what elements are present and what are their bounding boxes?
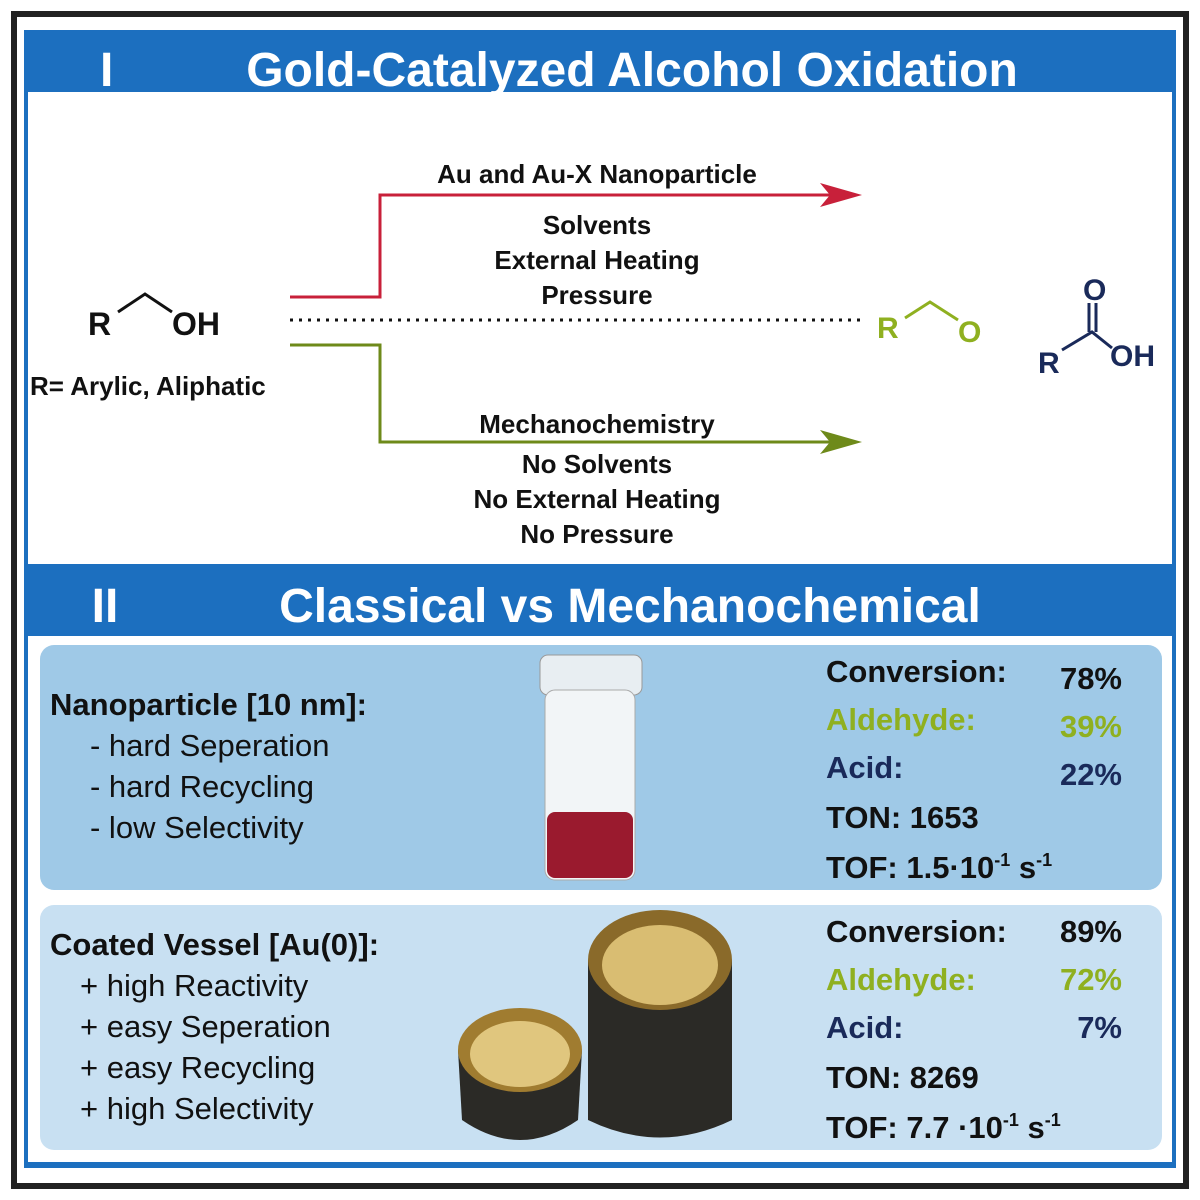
result-value: 89% xyxy=(1060,914,1122,949)
tof: TOF: 1.5·10-1 s-1 xyxy=(826,850,1052,885)
panel-heading: Coated Vessel [Au(0)]: xyxy=(50,927,379,962)
arrow-head xyxy=(820,183,862,207)
method: Mechanochemistry xyxy=(479,409,715,439)
bond xyxy=(1061,330,1113,352)
vessel-body xyxy=(588,960,732,1138)
ton: TON: 8269 xyxy=(826,1060,979,1095)
classical-arrow xyxy=(290,193,835,299)
section-numeral: II xyxy=(92,580,119,633)
point: + easy Recycling xyxy=(80,1050,315,1085)
condition: No Solvents xyxy=(522,449,672,479)
tof-part: TOF: 1.5·10 xyxy=(826,850,994,885)
result-label: Aldehyde: xyxy=(826,702,976,737)
section-title: Gold-Catalyzed Alcohol Oxidation xyxy=(246,44,1018,97)
result-label: Aldehyde: xyxy=(826,962,976,997)
tof-part: -1 xyxy=(994,850,1010,870)
reactant: R OH R= Arylic, Aliphatic xyxy=(30,292,266,401)
result-value: 78% xyxy=(1060,661,1122,696)
point: - hard Recycling xyxy=(90,769,314,804)
vial-image xyxy=(539,654,643,881)
result-label: Acid: xyxy=(826,1010,904,1045)
bond xyxy=(904,300,959,322)
tof: TOF: 7.7 ·10-1 s-1 xyxy=(826,1110,1061,1145)
o-atom: O xyxy=(1083,274,1106,307)
tof-part: -1 xyxy=(1036,850,1052,870)
r-group: R xyxy=(877,312,899,345)
condition: No External Heating xyxy=(473,484,720,514)
oh-group: OH xyxy=(172,306,220,342)
arrow-head xyxy=(820,430,862,454)
r-group: R xyxy=(1038,347,1060,380)
panel-heading: Nanoparticle [10 nm]: xyxy=(50,687,367,722)
vessel-image xyxy=(458,910,732,1140)
aldehyde: R O xyxy=(877,300,981,349)
condition: External Heating xyxy=(494,245,699,275)
result-label: Conversion: xyxy=(826,654,1007,689)
condition: Pressure xyxy=(541,280,652,310)
o-atom: O xyxy=(958,316,981,349)
tof-part: s xyxy=(1010,850,1036,885)
result-label: Conversion: xyxy=(826,914,1007,949)
tof-part: -1 xyxy=(1045,1110,1061,1130)
vial-cap xyxy=(539,654,643,696)
oh-group: OH xyxy=(1110,340,1155,373)
mechano-arrow xyxy=(290,343,835,444)
result-value: 39% xyxy=(1060,709,1122,744)
ton: TON: 1653 xyxy=(826,800,979,835)
section1-area xyxy=(28,92,1172,564)
section-numeral: I xyxy=(100,44,113,97)
acid: R O OH xyxy=(1038,274,1155,380)
lid-inner xyxy=(470,1021,570,1087)
point: - hard Seperation xyxy=(90,728,330,763)
result-label: Acid: xyxy=(826,750,904,785)
condition: No Pressure xyxy=(520,519,673,549)
result-value: 7% xyxy=(1077,1010,1122,1045)
result-value: 72% xyxy=(1060,962,1122,997)
tof-part: TOF: 7.7 ·10 xyxy=(826,1110,1003,1145)
r-group: R xyxy=(88,306,111,342)
section-title: Classical vs Mechanochemical xyxy=(279,580,981,633)
point: + high Selectivity xyxy=(80,1091,314,1126)
tof-part: -1 xyxy=(1003,1110,1019,1130)
point: - low Selectivity xyxy=(90,810,304,845)
condition: Solvents xyxy=(543,210,651,240)
r-note: R= Arylic, Aliphatic xyxy=(30,371,266,401)
vial-liquid xyxy=(547,812,633,878)
vessel-inner xyxy=(602,925,718,1005)
point: + high Reactivity xyxy=(80,968,309,1003)
catalyst: Au and Au-X Nanoparticle xyxy=(437,159,757,189)
result-value: 22% xyxy=(1060,757,1122,792)
point: + easy Seperation xyxy=(80,1009,331,1044)
bond xyxy=(117,292,173,314)
tof-part: s xyxy=(1019,1110,1045,1145)
